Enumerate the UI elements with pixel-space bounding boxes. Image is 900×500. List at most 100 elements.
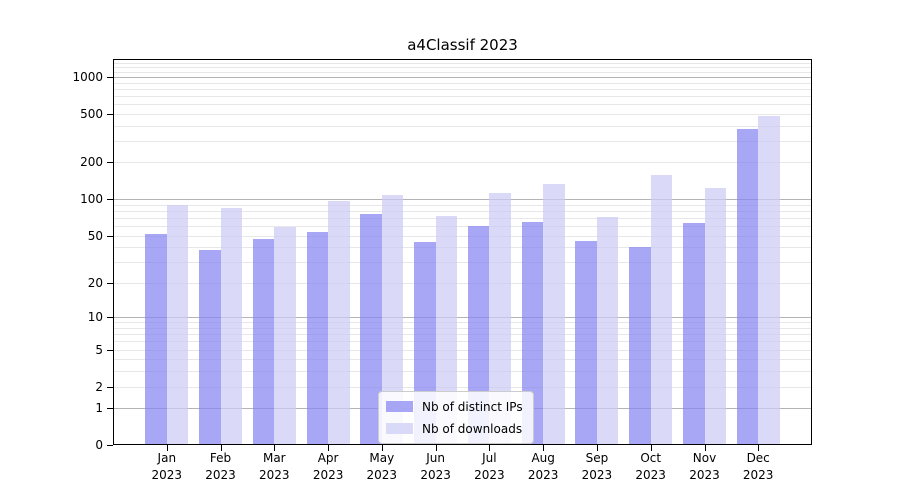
bar-distinct-ips-jan [145,233,167,445]
y-tick-label-20: 20 [87,275,103,290]
y-tick-5 [107,349,113,351]
y-tick-500 [107,113,113,115]
gridline-400 [113,125,812,127]
gridline-1200 [113,67,812,69]
gridline-1000 [113,76,812,78]
y-tick-1000 [107,76,113,78]
bar-downloads-oct [650,174,673,445]
gridline-600 [113,104,812,106]
y-tick-2 [107,386,113,388]
chart-title: a4Classif 2023 [407,36,518,54]
x-tick-oct [650,445,652,451]
gridline-8 [113,327,812,329]
bar-distinct-ips-feb [199,249,221,445]
bar-distinct-ips-aug [521,221,544,445]
x-tick-apr [328,445,330,451]
gridline-70 [113,217,812,219]
y-tick-label-0: 0 [95,438,103,452]
x-tick-jun [435,445,437,451]
x-tick-feb [220,445,222,451]
y-tick-0 [107,445,113,446]
bar-distinct-ips-jul [467,226,490,445]
bar-distinct-ips-sep [575,241,597,445]
gridline-90 [113,204,812,206]
gridline-10 [113,317,812,319]
gridline-300 [113,140,812,142]
y-tick-label-5: 5 [95,342,103,357]
y-tick-label-50: 50 [87,228,103,243]
gridline-2 [113,386,812,388]
bar-downloads-apr [328,201,350,445]
gridline-9 [113,322,812,324]
x-tick-label-jul: Jul 2023 [474,451,505,482]
bar-downloads-aug [543,184,565,445]
legend-item-distinct-ips: Nb of distinct IPs [386,397,523,416]
bar-downloads-mar [274,226,296,445]
gridline-900 [113,82,812,84]
x-tick-aug [543,445,545,451]
y-tick-20 [107,282,113,284]
gridline-7 [113,334,812,336]
x-tick-label-nov: Nov 2023 [689,451,720,482]
bar-downloads-jul [489,192,511,445]
gridline-800 [113,88,812,90]
gridline-50 [113,235,812,237]
bar-distinct-ips-nov [683,223,705,445]
gridline-30 [113,262,812,263]
gridline-500 [113,113,812,115]
legend-swatch-downloads [386,423,413,434]
legend: Nb of distinct IPs Nb of downloads [378,391,534,444]
y-tick-1 [107,408,113,410]
legend-item-downloads: Nb of downloads [386,419,523,438]
y-tick-200 [107,162,113,164]
y-tick-50 [107,235,113,237]
legend-label-distinct-ips: Nb of distinct IPs [422,399,523,414]
gridline-1300 [113,62,812,64]
x-tick-label-sep: Sep 2023 [581,451,613,482]
bar-downloads-feb [220,208,242,445]
y-tick-label-2: 2 [95,379,103,394]
x-tick-label-jun: Jun 2023 [420,451,451,482]
y-tick-label-100: 100 [80,192,103,207]
bar-downloads-nov [704,187,726,445]
y-tick-100 [107,199,113,201]
y-tick-label-500: 500 [80,106,103,121]
y-tick-label-1000: 1000 [72,69,103,84]
gridline-20 [113,282,812,284]
gridline-4 [113,359,812,361]
gridline-1100 [113,71,812,73]
bar-distinct-ips-dec [736,129,759,445]
gridline-700 [113,95,812,97]
x-tick-label-dec: Dec 2023 [742,451,774,482]
x-tick-jul [489,445,491,451]
gridline-100 [113,199,812,201]
x-tick-label-aug: Aug 2023 [527,451,559,482]
gridline-200 [113,162,812,164]
y-tick-10 [107,317,113,319]
x-tick-label-apr: Apr 2023 [312,451,344,482]
gridline-80 [113,210,812,212]
gridline-60 [113,226,812,227]
y-tick-label-1: 1 [95,401,103,416]
x-tick-may [381,445,383,451]
bar-distinct-ips-may [360,213,382,445]
x-tick-nov [704,445,706,451]
x-tick-label-oct: Oct 2023 [635,451,666,482]
x-tick-label-may: May 2023 [366,451,398,482]
x-tick-label-mar: Mar 2023 [259,451,290,482]
x-tick-mar [274,445,276,451]
x-tick-jan [166,445,168,451]
x-tick-label-feb: Feb 2023 [205,451,236,482]
x-tick-label-jan: Jan 2023 [151,451,183,482]
x-tick-sep [596,445,598,451]
legend-label-downloads: Nb of downloads [422,421,523,436]
y-tick-label-200: 200 [80,155,103,170]
bar-downloads-jun [435,216,458,445]
gridline-5 [113,349,812,351]
bar-distinct-ips-oct [629,247,651,445]
bar-downloads-dec [758,116,780,445]
x-tick-dec [758,445,760,451]
gridline-40 [113,247,812,249]
gridline-6 [113,341,812,343]
